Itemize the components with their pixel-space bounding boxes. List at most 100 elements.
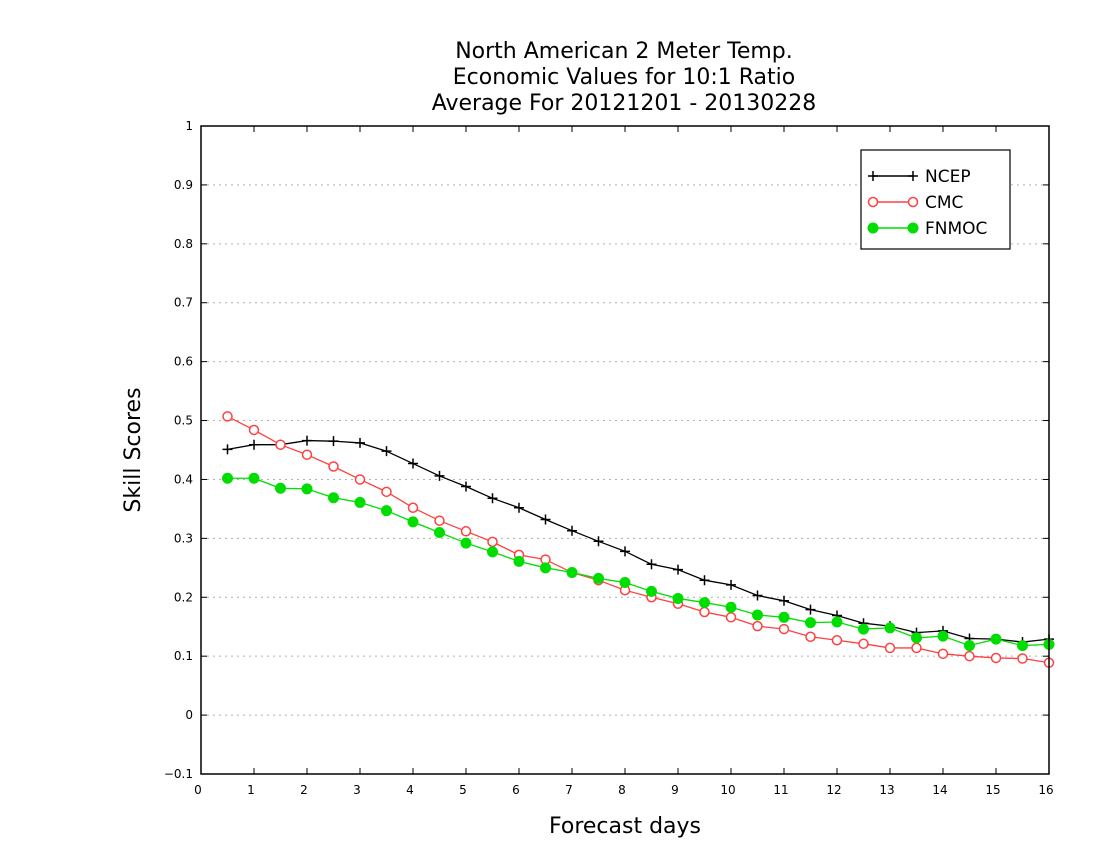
data-point-ncep (540, 514, 551, 525)
x-tick-label: 0 (194, 783, 202, 797)
legend-entry-cmc: CMC (867, 193, 963, 213)
data-point-fnmoc (911, 632, 922, 644)
legend-box (860, 149, 1011, 250)
series-cmc (222, 411, 1055, 668)
x-tick-label: 16 (1038, 783, 1053, 797)
data-point-cmc (752, 620, 763, 632)
y-tick-label: 0.8 (174, 237, 193, 251)
data-point-cmc (699, 606, 710, 618)
data-point-ncep (487, 493, 498, 504)
legend-label-fnmoc: FNMOC (925, 219, 987, 239)
x-tick-label: 9 (671, 783, 679, 797)
y-tick-label: 0.6 (174, 355, 193, 369)
y-tick-label: 0.3 (174, 531, 193, 545)
data-point-fnmoc (805, 617, 816, 629)
data-point-ncep (355, 437, 365, 448)
data-point-cmc (990, 652, 1002, 664)
data-point-ncep (699, 575, 710, 586)
legend-entry-fnmoc: FNMOC (867, 219, 987, 239)
y-tick-label: 0.1 (174, 649, 193, 663)
data-point-ncep (222, 444, 233, 455)
data-point-ncep (673, 564, 683, 575)
legend-marker-fnmoc (867, 222, 879, 234)
x-tick-label: 15 (985, 783, 1000, 797)
data-point-ncep (752, 590, 763, 601)
plot-frame (200, 125, 1050, 775)
y-tick-label: 0.4 (174, 472, 193, 486)
data-point-cmc (381, 486, 392, 498)
data-point-fnmoc (275, 482, 286, 494)
data-point-cmc (884, 642, 896, 654)
data-point-fnmoc (699, 597, 710, 609)
y-tick-label: 0.9 (174, 178, 193, 192)
data-point-ncep (620, 546, 630, 557)
data-point-ncep (514, 502, 524, 513)
data-point-fnmoc (593, 572, 604, 584)
data-point-ncep (249, 439, 259, 450)
legend-marker-ncep (908, 171, 918, 181)
legend-label-cmc: CMC (925, 193, 963, 213)
data-point-ncep (805, 604, 816, 615)
data-point-cmc (778, 623, 790, 635)
data-point-ncep (381, 446, 392, 457)
legend-marker-cmc (867, 196, 879, 208)
y-tick-label: 0 (185, 708, 193, 722)
x-tick-label: 10 (720, 783, 735, 797)
chart-title: North American 2 Meter Temp. (455, 39, 793, 64)
data-point-fnmoc (381, 505, 392, 517)
legend-entry-ncep: NCEP (868, 167, 971, 187)
data-point-fnmoc (858, 623, 869, 635)
data-point-cmc (911, 642, 922, 654)
data-point-fnmoc (540, 562, 551, 574)
x-tick-label: 14 (932, 783, 947, 797)
y-tick-label: 1 (185, 119, 193, 133)
axis-ticks: −0.100.10.20.30.40.50.60.70.80.910 1 2 3 4 5 6… (164, 119, 1054, 797)
data-point-fnmoc (407, 516, 419, 528)
data-point-fnmoc (725, 601, 737, 613)
data-point-cmc (248, 424, 260, 436)
x-tick-label: 6 (512, 783, 520, 797)
data-point-fnmoc (222, 472, 233, 484)
x-axis-label: Forecast days (549, 814, 701, 839)
series (222, 411, 1055, 668)
data-point-fnmoc (487, 546, 498, 558)
data-point-ncep (461, 481, 471, 492)
legend-marker-cmc (907, 196, 919, 208)
data-point-cmc (434, 515, 445, 526)
y-tick-label: 0.7 (174, 296, 193, 310)
data-point-ncep (779, 595, 789, 606)
series-line-cmc (227, 415, 1050, 664)
legend-label-ncep: NCEP (925, 167, 971, 187)
data-point-cmc (937, 648, 949, 660)
x-tick-label: 12 (826, 783, 841, 797)
data-point-fnmoc (884, 622, 896, 634)
data-point-fnmoc (778, 611, 790, 623)
data-point-cmc (328, 461, 339, 472)
data-point-fnmoc (513, 555, 525, 567)
data-point-ncep (408, 458, 418, 469)
data-point-ncep (302, 435, 312, 446)
data-point-ncep (567, 525, 577, 536)
grid (201, 184, 1049, 716)
data-point-ncep (726, 579, 736, 590)
legend-marker-fnmoc (907, 222, 919, 234)
x-tick-label: 2 (300, 783, 308, 797)
x-tick-label: 4 (406, 783, 414, 797)
series-line-ncep (227, 439, 1050, 643)
data-point-fnmoc (646, 585, 657, 597)
data-point-ncep (646, 559, 657, 570)
data-point-fnmoc (937, 630, 949, 642)
data-point-cmc (275, 439, 286, 450)
x-tick-label: 11 (773, 783, 788, 797)
data-point-fnmoc (566, 567, 578, 579)
data-point-fnmoc (301, 483, 313, 495)
series-ncep (222, 435, 1054, 648)
data-point-fnmoc (434, 526, 445, 538)
data-point-fnmoc (619, 577, 631, 589)
chart-subtitle: Economic Values for 10:1 Ratio (453, 65, 795, 90)
data-point-cmc (222, 411, 233, 422)
data-point-cmc (805, 631, 816, 642)
x-tick-label: 8 (618, 783, 626, 797)
data-point-cmc (407, 502, 419, 513)
